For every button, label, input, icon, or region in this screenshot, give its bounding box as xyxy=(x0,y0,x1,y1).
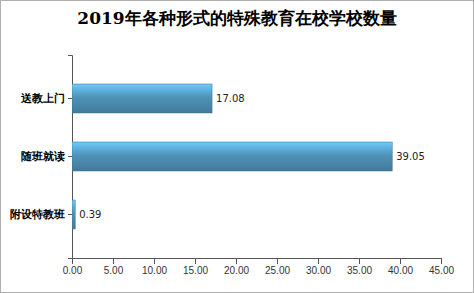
tick: 20.00 xyxy=(224,258,249,276)
bar xyxy=(72,200,75,229)
tick-label: 5.00 xyxy=(104,265,124,276)
tick-mark xyxy=(318,258,319,264)
data-labels: 17.08 39.05 0.39 xyxy=(79,93,425,220)
tick: 0.00 xyxy=(63,258,83,276)
bars xyxy=(72,84,392,229)
tick: 附设特教班 xyxy=(10,208,72,220)
tick-label: 40.00 xyxy=(388,265,413,276)
tick: 5.00 xyxy=(104,258,124,276)
tick: 随班就读 xyxy=(21,150,72,162)
tick-label: 送教上门 xyxy=(20,92,65,104)
tick-mark xyxy=(195,258,196,264)
tick-label: 35.00 xyxy=(347,265,372,276)
tick-label: 15.00 xyxy=(183,265,208,276)
border xyxy=(1,1,474,293)
tick-mark xyxy=(236,258,237,264)
bar xyxy=(72,142,392,171)
tick: 35.00 xyxy=(347,258,372,276)
tick-label: 10.00 xyxy=(142,265,167,276)
tick-mark xyxy=(359,258,360,264)
tick-mark xyxy=(400,258,401,264)
tick: 45.00 xyxy=(429,258,454,276)
tick: 40.00 xyxy=(388,258,413,276)
data-label: 0.39 xyxy=(79,209,101,220)
tick: 送教上门 xyxy=(20,92,72,104)
plot: 0.00 5.00 10.00 15.00 20.00 25.00 30.00 35.00 40… xyxy=(10,56,454,277)
tick-label: 45.00 xyxy=(429,265,454,276)
bar xyxy=(72,84,212,113)
tick: 25.00 xyxy=(265,258,290,276)
tick: 10.00 xyxy=(142,258,167,276)
axis-line xyxy=(73,258,442,259)
x-axis: 0.00 5.00 10.00 15.00 20.00 25.00 30.00 35.00 40… xyxy=(63,258,455,276)
tick-label: 30.00 xyxy=(306,265,331,276)
data-label: 39.05 xyxy=(396,151,425,162)
y-axis: 送教上门随班就读附设特教班 xyxy=(10,56,73,259)
tick: 30.00 xyxy=(306,258,331,276)
data-label: 17.08 xyxy=(216,93,245,104)
title: 2019年各种形式的特殊教育在校学校数量 xyxy=(77,8,396,28)
tick-mark xyxy=(154,258,155,264)
tick-mark xyxy=(441,258,442,264)
tick-label: 0.00 xyxy=(63,265,83,276)
tick: 15.00 xyxy=(183,258,208,276)
tick-mark xyxy=(68,156,72,157)
tick-label: 附设特教班 xyxy=(10,208,65,220)
tick-mark xyxy=(68,214,72,215)
tick-mark xyxy=(68,98,72,99)
tick-label: 随班就读 xyxy=(21,150,65,162)
chart: 2019年各种形式的特殊教育在校学校数量 0.00 5.00 10.00 15.00 20… xyxy=(0,0,474,293)
axis-line xyxy=(68,56,73,259)
tick-mark xyxy=(113,258,114,264)
tick-label: 25.00 xyxy=(265,265,290,276)
tick-mark xyxy=(277,258,278,264)
tick-label: 20.00 xyxy=(224,265,249,276)
